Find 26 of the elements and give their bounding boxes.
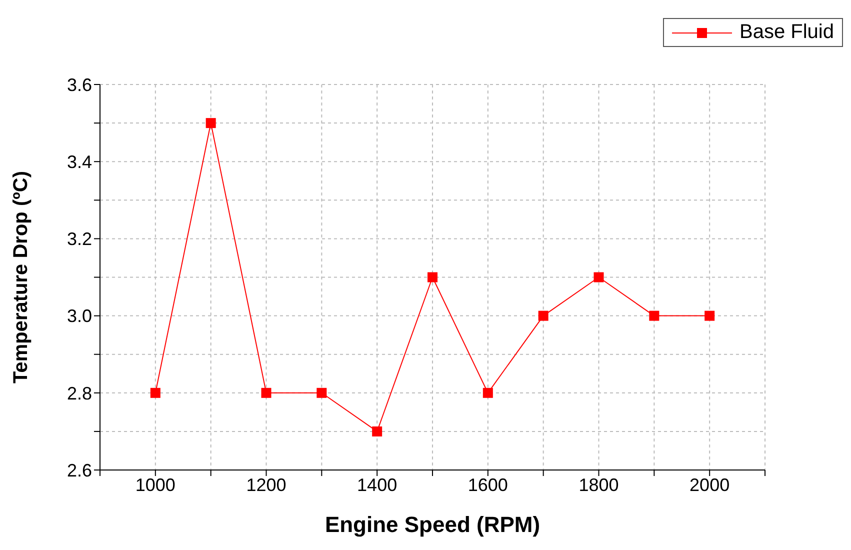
y-axis-title: Temperature Drop (ºC) <box>10 170 32 384</box>
x-tick-label: 1400 <box>357 474 398 495</box>
point <box>316 388 327 398</box>
point <box>206 118 216 128</box>
point <box>649 310 660 321</box>
point <box>428 272 438 282</box>
y-tick-label: 3.4 <box>66 152 92 172</box>
x-tick-label: 2000 <box>690 474 730 495</box>
point <box>372 426 382 436</box>
point <box>261 388 272 398</box>
x-axis-title: Engine Speed (RPM) <box>324 512 540 537</box>
y-tick-label: 2.8 <box>66 383 92 404</box>
y-tick-label: 2.6 <box>66 460 92 480</box>
y-tick-label: 3.2 <box>66 229 92 250</box>
point <box>704 310 715 321</box>
point <box>150 388 160 398</box>
x-tick-label: 1800 <box>578 474 619 495</box>
y-tick-label: 3.6 <box>66 74 92 95</box>
point <box>594 272 604 282</box>
x-tick-label: 1200 <box>246 474 286 495</box>
y-tick-label: 3.0 <box>66 306 92 326</box>
point <box>482 388 493 398</box>
legend-label: Base Fluid <box>740 21 834 44</box>
point <box>538 310 548 321</box>
x-tick-label: 1600 <box>468 474 508 495</box>
x-tick-label: 1000 <box>135 474 176 495</box>
